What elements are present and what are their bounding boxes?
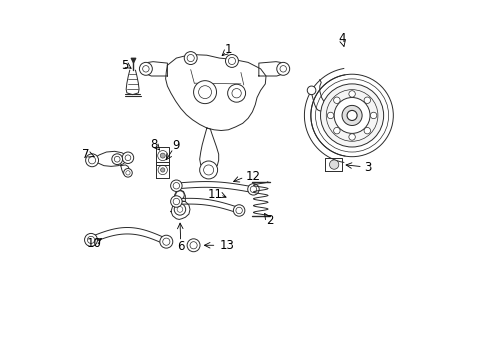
- Circle shape: [160, 153, 165, 158]
- Point: [128, 57, 136, 62]
- Circle shape: [320, 84, 383, 147]
- Text: 3: 3: [364, 161, 371, 174]
- Polygon shape: [156, 162, 169, 178]
- Polygon shape: [179, 181, 250, 192]
- Circle shape: [225, 54, 238, 67]
- Circle shape: [199, 161, 217, 179]
- Polygon shape: [304, 68, 344, 162]
- Circle shape: [348, 134, 355, 140]
- Polygon shape: [121, 165, 129, 176]
- Text: 2: 2: [265, 214, 273, 227]
- Polygon shape: [174, 190, 185, 202]
- Text: 13: 13: [219, 239, 234, 252]
- Circle shape: [174, 204, 185, 215]
- Circle shape: [175, 191, 184, 199]
- Polygon shape: [92, 151, 126, 166]
- Polygon shape: [325, 158, 341, 171]
- Polygon shape: [171, 201, 190, 220]
- Circle shape: [329, 160, 338, 169]
- Circle shape: [346, 111, 356, 121]
- Text: 7: 7: [82, 148, 90, 161]
- Polygon shape: [176, 198, 239, 213]
- Circle shape: [227, 84, 245, 102]
- Circle shape: [170, 180, 182, 192]
- Circle shape: [333, 127, 339, 134]
- Text: 12: 12: [244, 170, 260, 183]
- Circle shape: [170, 196, 182, 207]
- Circle shape: [184, 51, 197, 64]
- Polygon shape: [144, 62, 167, 76]
- Circle shape: [364, 97, 370, 103]
- Circle shape: [84, 233, 97, 246]
- Circle shape: [160, 168, 164, 172]
- Text: 1: 1: [224, 42, 232, 55]
- Circle shape: [123, 168, 132, 177]
- Polygon shape: [156, 147, 169, 165]
- Text: 9: 9: [172, 139, 180, 152]
- Circle shape: [333, 97, 339, 103]
- Polygon shape: [199, 128, 218, 170]
- Circle shape: [326, 112, 333, 119]
- Polygon shape: [258, 62, 284, 76]
- Polygon shape: [310, 80, 324, 111]
- Circle shape: [187, 239, 200, 252]
- Circle shape: [139, 62, 152, 75]
- Text: 8: 8: [150, 138, 158, 151]
- Circle shape: [112, 154, 122, 165]
- Polygon shape: [91, 228, 166, 245]
- Circle shape: [369, 112, 376, 119]
- Circle shape: [333, 98, 369, 134]
- Text: 4: 4: [338, 32, 345, 45]
- Text: 10: 10: [87, 237, 102, 250]
- Circle shape: [160, 235, 172, 248]
- Polygon shape: [126, 70, 139, 95]
- Circle shape: [306, 86, 315, 95]
- Text: 6: 6: [177, 240, 184, 253]
- Polygon shape: [165, 54, 265, 131]
- Text: 11: 11: [207, 188, 223, 201]
- Circle shape: [341, 105, 362, 126]
- Circle shape: [233, 205, 244, 216]
- Circle shape: [247, 184, 259, 195]
- Circle shape: [364, 127, 370, 134]
- Circle shape: [276, 62, 289, 75]
- Circle shape: [85, 154, 99, 167]
- Circle shape: [310, 74, 392, 157]
- Circle shape: [193, 81, 216, 104]
- Text: 5: 5: [121, 59, 128, 72]
- Circle shape: [122, 152, 133, 163]
- Circle shape: [348, 91, 355, 97]
